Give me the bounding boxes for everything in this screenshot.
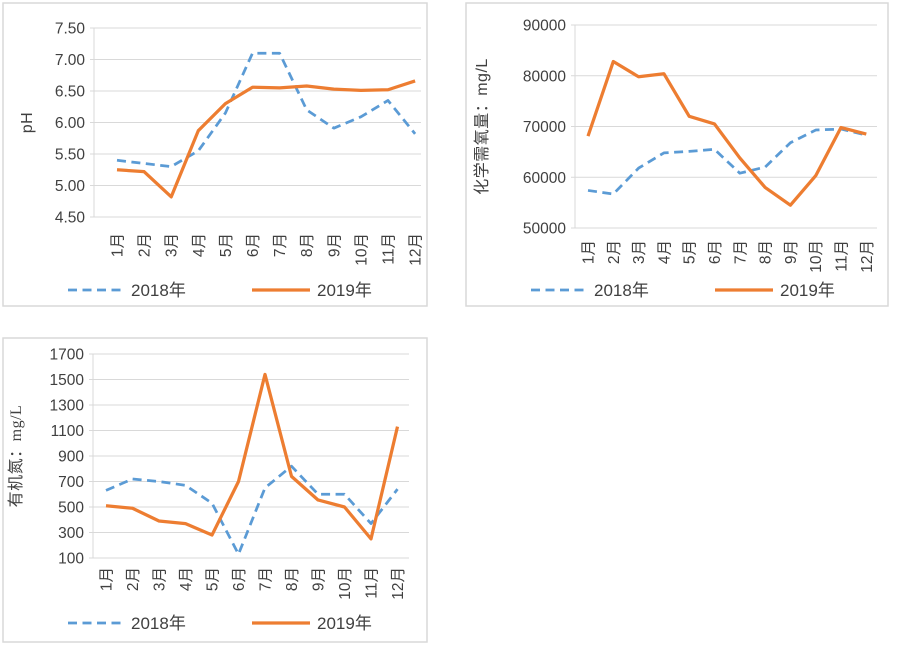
x-tick-label: 10月 (808, 240, 825, 273)
y-tick-label: 70000 (523, 119, 566, 136)
y-tick-label: 80000 (523, 68, 566, 85)
x-tick-label: 6月 (231, 567, 248, 591)
y-tick-label: 1300 (50, 398, 85, 415)
y-tick-label: 6.00 (55, 115, 86, 132)
x-tick-label: 4月 (178, 567, 195, 591)
series-2019-line (105, 372, 400, 541)
y-axis-title: pH (19, 112, 36, 133)
x-tick-label: 9月 (311, 567, 328, 591)
x-tick-label: 10月 (337, 567, 354, 600)
x-tick-label: 12月 (408, 233, 425, 266)
x-tick-label: 7月 (272, 233, 289, 257)
y-tick-label: 700 (58, 474, 84, 491)
series-2019-line (586, 59, 867, 207)
y-axis-title: 有机氮：mg/L (7, 405, 25, 508)
x-tick-label: 7月 (732, 240, 749, 264)
x-axis-labels: 1月 2月 3月 4月 5月 6月 7月 8月 9月 10月 11月 12月 (110, 233, 425, 266)
x-tick-label: 11月 (381, 233, 398, 265)
gridlines (94, 27, 421, 218)
x-tick-label: 10月 (353, 233, 370, 266)
y-axis-labels: 90000 80000 70000 60000 50000 (523, 18, 566, 238)
legend-label-2018: 2018年 (131, 281, 186, 300)
x-tick-label: 6月 (245, 233, 262, 257)
legend: 2018年 2019年 (68, 281, 372, 300)
x-tick-label: 2月 (125, 567, 142, 591)
series-2018-line (116, 51, 417, 168)
gridlines (93, 353, 409, 559)
y-axis-ticks (89, 353, 93, 559)
x-tick-label: 1月 (110, 233, 127, 257)
chart-border (465, 2, 889, 307)
cod-chart-panel: 90000 80000 70000 60000 50000 1月 2月 3月 4月 5月 6月 7月 8… (465, 2, 889, 307)
x-tick-label: 12月 (390, 567, 407, 600)
organic-nitrogen-chart-panel: 1700 1500 1300 1100 900 700 500 300 100 1月 2月 3月 4月 5… (2, 337, 428, 643)
x-tick-label: 5月 (205, 567, 222, 591)
y-axis-labels: 7.50 7.00 6.50 6.00 5.50 5.00 4.50 (55, 21, 86, 227)
x-tick-label: 3月 (152, 567, 169, 591)
x-tick-label: 2月 (606, 240, 623, 264)
y-tick-label: 6.50 (55, 84, 86, 101)
x-tick-label: 8月 (299, 233, 316, 257)
y-tick-label: 90000 (523, 18, 566, 35)
y-tick-label: 900 (58, 449, 84, 466)
x-tick-label: 1月 (99, 567, 116, 591)
y-tick-label: 1100 (51, 423, 85, 440)
cod-chart: 90000 80000 70000 60000 50000 1月 2月 3月 4月 5月 6月 7月 8… (465, 2, 889, 307)
legend-label-2018: 2018年 (594, 281, 649, 300)
legend-label-2019: 2019年 (317, 614, 372, 633)
x-tick-label: 9月 (783, 240, 800, 264)
x-tick-label: 8月 (284, 567, 301, 591)
legend: 2018年 2019年 (531, 281, 835, 300)
x-tick-label: 1月 (581, 240, 598, 264)
x-tick-label: 3月 (164, 233, 181, 257)
x-tick-label: 6月 (707, 240, 724, 264)
gridlines (575, 24, 877, 229)
legend: 2018年 2019年 (68, 614, 372, 633)
x-tick-label: 9月 (326, 233, 343, 257)
y-tick-label: 60000 (523, 170, 566, 187)
x-tick-label: 5月 (218, 233, 235, 257)
y-axis-title: 化学需氧量：mg/L (473, 58, 491, 195)
x-axis-labels: 1月 2月 3月 4月 5月 6月 7月 8月 9月 10月 11月 12月 (99, 567, 408, 600)
chart-border (2, 337, 428, 643)
y-tick-label: 5.50 (55, 147, 86, 164)
y-tick-label: 1500 (50, 372, 85, 389)
y-tick-label: 7.50 (55, 21, 86, 38)
y-tick-label: 300 (58, 525, 84, 542)
series-2019-line (116, 79, 416, 199)
y-tick-label: 5.00 (55, 178, 86, 195)
x-tick-label: 11月 (364, 567, 381, 599)
y-tick-label: 50000 (523, 221, 566, 238)
y-tick-label: 7.00 (55, 52, 86, 69)
y-axis-ticks (571, 24, 575, 229)
x-tick-label: 8月 (758, 240, 775, 264)
y-axis-ticks (90, 27, 94, 218)
y-tick-label: 100 (58, 551, 84, 568)
ph-chart-panel: 7.50 7.00 6.50 6.00 5.50 5.00 4.50 1月 2月 3月 4月 5月 6月… (2, 2, 428, 307)
x-tick-label: 11月 (834, 240, 851, 272)
y-tick-label: 1700 (50, 347, 85, 364)
x-tick-label: 2月 (137, 233, 154, 257)
y-tick-label: 500 (58, 500, 84, 517)
legend-label-2019: 2019年 (317, 281, 372, 300)
x-tick-label: 4月 (656, 240, 673, 264)
series-2018-line (105, 464, 399, 556)
ph-chart: 7.50 7.00 6.50 6.00 5.50 5.00 4.50 1月 2月 3月 4月 5月 6月… (2, 2, 428, 307)
x-tick-label: 5月 (682, 240, 699, 264)
organic-nitrogen-chart: 1700 1500 1300 1100 900 700 500 300 100 1月 2月 3月 4月 5… (2, 337, 428, 643)
legend-label-2019: 2019年 (780, 281, 835, 300)
legend-label-2018: 2018年 (131, 614, 186, 633)
x-tick-label: 4月 (191, 233, 208, 257)
x-tick-label: 12月 (859, 240, 876, 273)
x-tick-label: 3月 (631, 240, 648, 264)
y-tick-label: 4.50 (55, 210, 86, 227)
y-axis-labels: 1700 1500 1300 1100 900 700 500 300 100 (50, 347, 85, 568)
x-tick-label: 7月 (258, 567, 275, 591)
x-axis-labels: 1月 2月 3月 4月 5月 6月 7月 8月 9月 10月 11月 12月 (581, 240, 876, 273)
